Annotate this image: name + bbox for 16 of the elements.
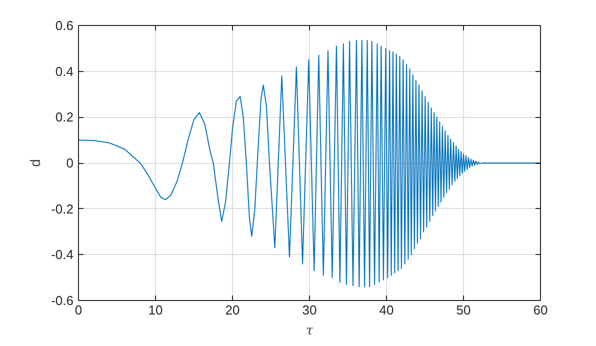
y-tick-label: -0.6 — [51, 293, 74, 308]
y-tick-label: 0.2 — [55, 110, 74, 125]
x-tick-label: 50 — [456, 302, 471, 318]
x-tick-label: 20 — [225, 302, 240, 318]
x-tick-label: 30 — [302, 302, 317, 318]
x-tick-label: 40 — [379, 302, 394, 318]
y-tick-label: -0.4 — [51, 247, 74, 262]
x-tick-label: 10 — [148, 302, 163, 318]
x-axis-title: τ — [306, 324, 314, 338]
y-tick-label: 0.4 — [55, 64, 74, 79]
y-tick-label: 0 — [66, 156, 74, 170]
line-series — [78, 40, 540, 288]
y-tick-label: -0.2 — [51, 201, 74, 216]
y-axis-title: d — [27, 159, 44, 167]
x-tick-label: 60 — [533, 302, 548, 318]
y-tick-label: 0.6 — [55, 18, 74, 33]
